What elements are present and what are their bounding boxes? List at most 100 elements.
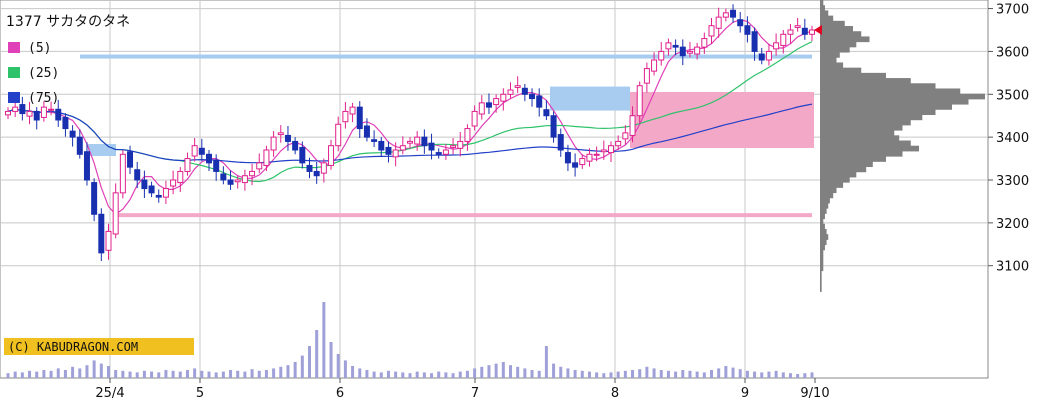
candle-body: [758, 53, 765, 61]
profile-bar: [820, 109, 936, 115]
profile-bar: [820, 208, 827, 214]
profile-bar: [820, 67, 862, 74]
volume-bar: [200, 370, 204, 378]
candle-body: [493, 98, 500, 106]
y-tick-label: 3200: [996, 217, 1029, 232]
copyright-background: [4, 338, 194, 355]
volume-bar: [609, 372, 613, 378]
profile-bar: [820, 88, 961, 95]
candle-body: [765, 50, 772, 61]
volume-bar: [42, 370, 46, 378]
volume-bar: [343, 360, 347, 378]
resistance-band: [80, 54, 812, 59]
profile-bar: [820, 0, 824, 6]
y-tick-label: 3100: [996, 260, 1029, 275]
volume-bar: [150, 371, 154, 378]
candle-body: [435, 152, 442, 155]
y-tick-label: 3700: [996, 3, 1029, 18]
volume-bar: [264, 370, 268, 378]
candle-body: [715, 16, 722, 29]
candle-body: [98, 213, 105, 254]
volume-bar: [135, 372, 139, 378]
candle-body: [299, 146, 306, 164]
candle-body: [730, 9, 737, 18]
candle-body: [26, 110, 33, 117]
profile-bar: [820, 239, 827, 246]
candle-body: [349, 106, 356, 115]
profile-bar: [820, 140, 911, 147]
legend-label-ma25: (25): [28, 66, 59, 81]
volume-bar: [501, 362, 505, 378]
x-tick-label: 8: [611, 386, 619, 401]
candle-body: [48, 108, 55, 111]
volume-bar: [544, 346, 548, 378]
volume-bar: [207, 371, 211, 378]
volume-bar: [171, 370, 175, 378]
volume-bar: [107, 366, 110, 378]
volume-bar: [652, 368, 656, 378]
candle-body: [76, 136, 83, 155]
volume-bar: [580, 370, 584, 378]
volume-bars: [6, 302, 814, 378]
volume-bar: [128, 371, 132, 378]
candle-body: [213, 159, 220, 172]
volume-bar: [185, 370, 189, 378]
profile-bar: [820, 255, 824, 261]
volume-bar: [731, 367, 735, 378]
candle-body: [227, 179, 234, 185]
profile-bar: [820, 41, 857, 48]
candle-body: [206, 153, 212, 164]
volume-bar: [279, 366, 283, 378]
profile-bar: [820, 104, 952, 110]
profile-bar: [820, 46, 850, 53]
volume-bar: [767, 371, 771, 378]
candle-body: [787, 29, 794, 35]
profile-bar: [820, 275, 822, 282]
y-tick-label: 3400: [996, 131, 1029, 146]
volume-bar: [336, 354, 340, 378]
candle-body: [485, 102, 492, 108]
profile-bar: [820, 249, 824, 256]
candle-body: [91, 182, 98, 215]
volume-bar: [71, 366, 75, 378]
candle-body: [478, 102, 485, 115]
volume-bar: [422, 372, 426, 378]
volume-bar: [142, 370, 146, 378]
support-band: [118, 213, 812, 218]
profile-bar: [820, 161, 873, 168]
candle-body: [155, 194, 162, 198]
candle-body: [399, 145, 406, 151]
volume-bar: [681, 370, 685, 378]
candle-body: [55, 108, 62, 121]
volume-bar: [114, 370, 118, 378]
profile-bar: [820, 156, 886, 162]
volume-bar: [430, 373, 434, 378]
volume-bar: [710, 370, 713, 378]
candle-body: [608, 145, 614, 154]
volume-bar: [537, 370, 541, 378]
profile-bar: [820, 187, 837, 194]
volume-bar: [688, 370, 692, 378]
volume-bar: [458, 371, 462, 378]
candle-body: [751, 31, 758, 52]
volume-bar: [724, 366, 728, 378]
candle-body: [249, 170, 256, 177]
profile-bar: [820, 234, 829, 240]
candle-body: [234, 179, 241, 183]
volume-bar: [473, 368, 477, 378]
candle-body: [521, 87, 528, 95]
candle-body: [220, 173, 227, 181]
candle-body: [600, 149, 607, 153]
volume-bar: [329, 342, 333, 378]
volume-bar: [157, 372, 161, 378]
profile-bar: [820, 15, 834, 22]
profile-bar: [820, 5, 825, 11]
x-tick-label: 5: [196, 386, 204, 401]
volume-bar: [616, 371, 620, 378]
candle-body: [529, 93, 536, 100]
volume-bar: [286, 365, 290, 378]
profile-bar: [820, 93, 985, 100]
volume-bar: [408, 373, 412, 378]
volume-bar: [602, 373, 606, 378]
